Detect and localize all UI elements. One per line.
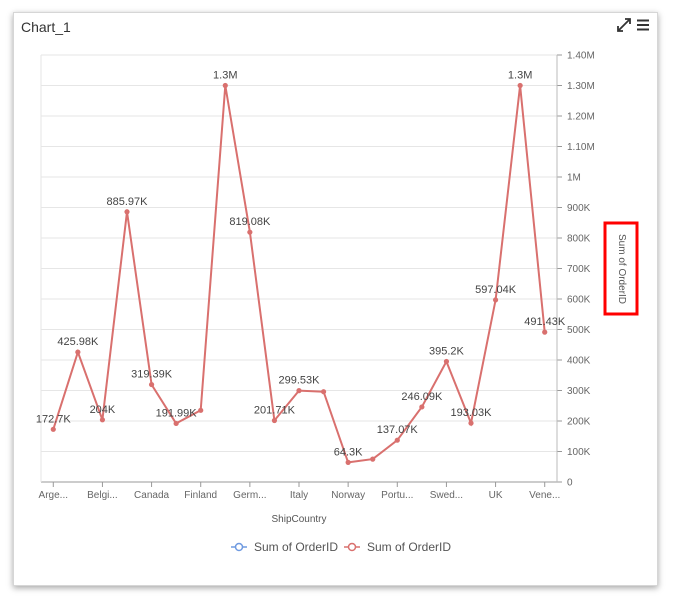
data-label: 204K	[90, 404, 116, 416]
data-labels: 172.7K 425.98K 204K 885.97K 319.39K 191.99K 1.…	[36, 70, 566, 459]
data-label: 319.39K	[131, 369, 173, 381]
y-tick-label: 400K	[567, 356, 591, 367]
data-point[interactable]	[370, 457, 375, 462]
y-tick-label: 1.10M	[567, 142, 595, 153]
data-point[interactable]	[51, 427, 56, 432]
data-label: 597.04K	[475, 284, 517, 296]
data-label: 201.71K	[254, 404, 296, 416]
y-tick-label: 1.20M	[567, 112, 595, 123]
y-tick-label: 500K	[567, 325, 591, 336]
legend-label: Sum of OrderID	[254, 540, 338, 554]
data-label: 395.2K	[429, 345, 465, 357]
y-tick-label: 0	[567, 478, 573, 489]
x-tick-label: Portu...	[381, 490, 413, 501]
x-tick-label: Belgi...	[87, 490, 118, 501]
data-point[interactable]	[296, 388, 301, 393]
data-label: 246.09K	[401, 391, 443, 403]
data-point[interactable]	[493, 297, 498, 302]
data-point[interactable]	[321, 389, 326, 394]
data-point[interactable]	[247, 230, 252, 235]
data-point[interactable]	[149, 382, 154, 387]
data-label: 137.07K	[377, 424, 419, 436]
data-point[interactable]	[198, 408, 203, 413]
x-tick-label: Germ...	[233, 490, 266, 501]
data-point[interactable]	[395, 438, 400, 443]
legend-label: Sum of OrderID	[367, 540, 451, 554]
data-label: 299.53K	[279, 375, 321, 387]
data-label: 491.43K	[524, 316, 566, 328]
x-tick-label: Swed...	[430, 490, 463, 501]
legend-item[interactable]: Sum of OrderID	[231, 540, 338, 554]
x-tick-label: Arge...	[39, 490, 68, 501]
legend[interactable]: Sum of OrderID Sum of OrderID	[231, 540, 451, 554]
y-tick-label: 800K	[567, 234, 591, 245]
data-point[interactable]	[272, 418, 277, 423]
data-point[interactable]	[468, 421, 473, 426]
data-point[interactable]	[174, 421, 179, 426]
y-tick-label: 100K	[567, 447, 591, 458]
legend-marker-icon	[349, 544, 356, 551]
legend-item[interactable]: Sum of OrderID	[344, 540, 451, 554]
data-label: 425.98K	[57, 336, 99, 348]
data-point[interactable]	[346, 460, 351, 465]
data-label: 172.7K	[36, 413, 72, 425]
series-line[interactable]	[53, 86, 544, 463]
y-tick-label: 300K	[567, 386, 591, 397]
data-label: 193.03K	[451, 407, 493, 419]
x-tick-label: Norway	[331, 490, 365, 501]
data-label: 819.08K	[229, 216, 271, 228]
y-tick-label: 1.30M	[567, 81, 595, 92]
x-tick-label: Finland	[184, 490, 217, 501]
data-label: 191.99K	[156, 407, 198, 419]
y-axis-title: Sum of OrderID	[616, 234, 627, 304]
legend-marker-icon	[236, 544, 243, 551]
data-point[interactable]	[75, 349, 80, 354]
data-label: 1.3M	[213, 70, 237, 82]
y-tick-label: 1.40M	[567, 51, 595, 62]
x-tick-label: Vene...	[529, 490, 560, 501]
x-axis-title: ShipCountry	[271, 514, 326, 525]
data-point[interactable]	[419, 404, 424, 409]
series-line[interactable]	[53, 86, 544, 463]
x-tick-label: Italy	[290, 490, 308, 501]
data-point[interactable]	[223, 83, 228, 88]
y-tick-label: 900K	[567, 203, 591, 214]
data-point[interactable]	[100, 417, 105, 422]
axes: 0100K200K300K400K500K600K700K800K900K1M1…	[39, 51, 595, 502]
line-chart: 0100K200K300K400K500K600K700K800K900K1M1…	[14, 13, 657, 585]
data-point[interactable]	[542, 330, 547, 335]
data-point[interactable]	[518, 83, 523, 88]
data-point[interactable]	[444, 359, 449, 364]
x-tick-label: UK	[489, 490, 503, 501]
x-tick-label: Canada	[134, 490, 169, 501]
data-label: 1.3M	[508, 70, 532, 82]
y-tick-label: 200K	[567, 417, 591, 428]
data-label: 885.97K	[107, 196, 149, 208]
data-point[interactable]	[124, 209, 129, 214]
chart-widget: Chart_1 0 100K 200K 300K 400K 500K 600K 700K 800…	[13, 12, 658, 586]
y-tick-label: 600K	[567, 295, 591, 306]
y-tick-label: 1M	[567, 173, 581, 184]
y-tick-label: 700K	[567, 264, 591, 275]
data-label: 64.3K	[334, 446, 363, 458]
